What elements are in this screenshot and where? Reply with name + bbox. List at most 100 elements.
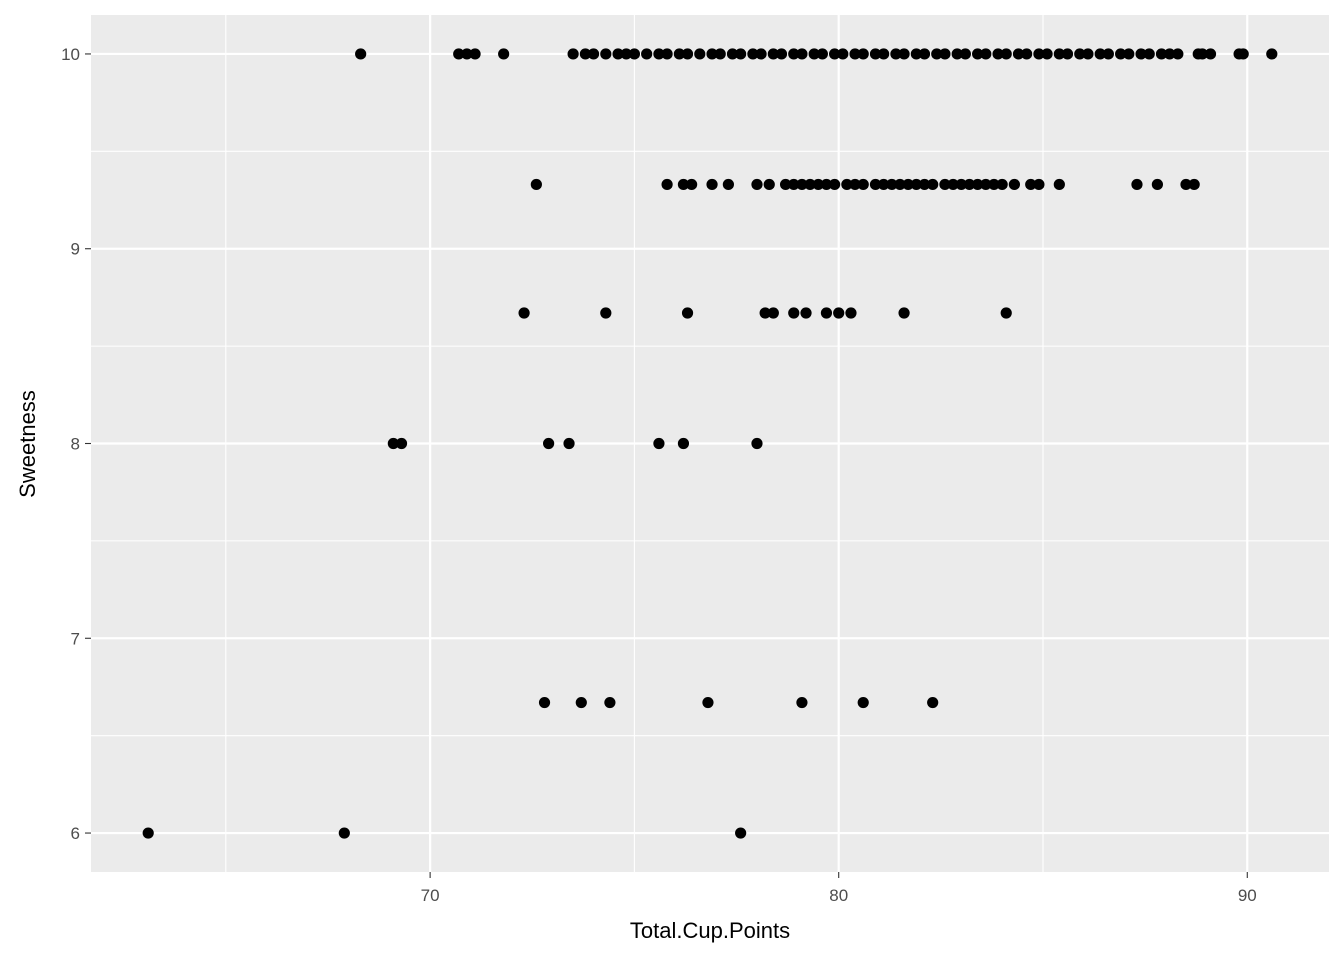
data-point [661, 48, 673, 60]
data-point [972, 178, 984, 191]
data-point [869, 178, 882, 191]
data-point [857, 178, 869, 191]
data-point [898, 307, 910, 319]
data-point [681, 48, 694, 60]
data-point [767, 48, 779, 60]
data-point [857, 48, 869, 60]
data-point [959, 48, 971, 60]
data-point [878, 178, 890, 191]
data-point [910, 178, 922, 191]
data-point [673, 48, 685, 60]
data-point [833, 307, 845, 319]
data-point [829, 48, 841, 60]
data-point [1131, 178, 1143, 191]
y-tick-label: 10 [61, 45, 80, 64]
data-point [1123, 48, 1135, 60]
data-point [1143, 48, 1155, 60]
data-point [461, 48, 473, 60]
data-point [1000, 48, 1012, 60]
data-point [1008, 178, 1020, 191]
data-point [837, 48, 849, 60]
x-axis-title: Total.Cup.Points [630, 918, 790, 943]
y-axis-title: Sweetness [15, 390, 40, 498]
data-point [878, 48, 890, 60]
data-point [1135, 48, 1147, 60]
data-point [963, 178, 976, 191]
y-axis-ticks: 6 7 8 9 10 [61, 45, 91, 843]
data-point [1196, 48, 1208, 60]
data-point [992, 48, 1004, 60]
y-tick-label: 8 [71, 435, 80, 454]
data-point [820, 178, 833, 191]
data-point [706, 178, 718, 191]
data-point [1000, 307, 1012, 319]
data-point [661, 178, 673, 191]
data-point [779, 178, 792, 191]
data-point [612, 48, 624, 60]
data-point [1237, 48, 1249, 60]
x-tick-label: 90 [1238, 886, 1257, 905]
data-point [972, 48, 984, 60]
data-point [988, 178, 1000, 191]
data-point [788, 307, 800, 319]
data-point [677, 178, 690, 191]
data-point [1053, 48, 1065, 60]
data-point [820, 307, 833, 319]
data-point [751, 437, 763, 450]
data-point [996, 178, 1008, 191]
data-point [387, 437, 399, 450]
data-point [939, 178, 951, 191]
data-point [653, 48, 665, 60]
data-point [1021, 48, 1033, 60]
data-point [849, 48, 861, 60]
data-point [395, 437, 408, 450]
x-axis-ticks: 70 80 90 [421, 872, 1257, 905]
data-point [910, 48, 922, 60]
data-point [955, 178, 967, 191]
data-point [469, 48, 481, 60]
data-point [845, 307, 857, 319]
data-point [453, 48, 465, 60]
data-point [1266, 48, 1278, 60]
data-point [759, 307, 771, 319]
data-point [1033, 178, 1045, 191]
data-point [142, 827, 154, 839]
data-point [849, 178, 861, 191]
data-point [796, 696, 808, 709]
data-point [677, 437, 690, 450]
y-tick-label: 7 [71, 629, 80, 648]
data-point [1155, 48, 1168, 60]
data-point [800, 307, 812, 319]
data-point [898, 48, 910, 60]
data-point [498, 48, 510, 60]
data-point [841, 178, 853, 191]
data-point [788, 48, 800, 60]
data-point [579, 48, 591, 60]
data-point [706, 48, 718, 60]
data-point [804, 178, 816, 191]
data-point [1025, 178, 1037, 191]
data-point [600, 307, 612, 319]
y-tick-label: 9 [71, 240, 80, 259]
data-point [767, 307, 779, 319]
data-point [1041, 48, 1053, 60]
data-point [796, 178, 808, 191]
data-point [939, 48, 951, 60]
data-point [702, 696, 714, 709]
data-point [1102, 48, 1114, 60]
data-point [763, 178, 775, 191]
data-point [1061, 48, 1074, 60]
data-point [1188, 178, 1200, 191]
data-point [886, 178, 898, 191]
x-tick-label: 80 [829, 886, 848, 905]
data-point [567, 48, 579, 60]
data-point [575, 696, 587, 709]
data-point [1115, 48, 1127, 60]
data-point [1082, 48, 1094, 60]
data-point [714, 48, 726, 60]
data-point [587, 48, 600, 60]
y-tick-label: 6 [71, 824, 80, 843]
data-point [947, 178, 959, 191]
data-point [563, 437, 575, 450]
data-point [1053, 178, 1065, 191]
